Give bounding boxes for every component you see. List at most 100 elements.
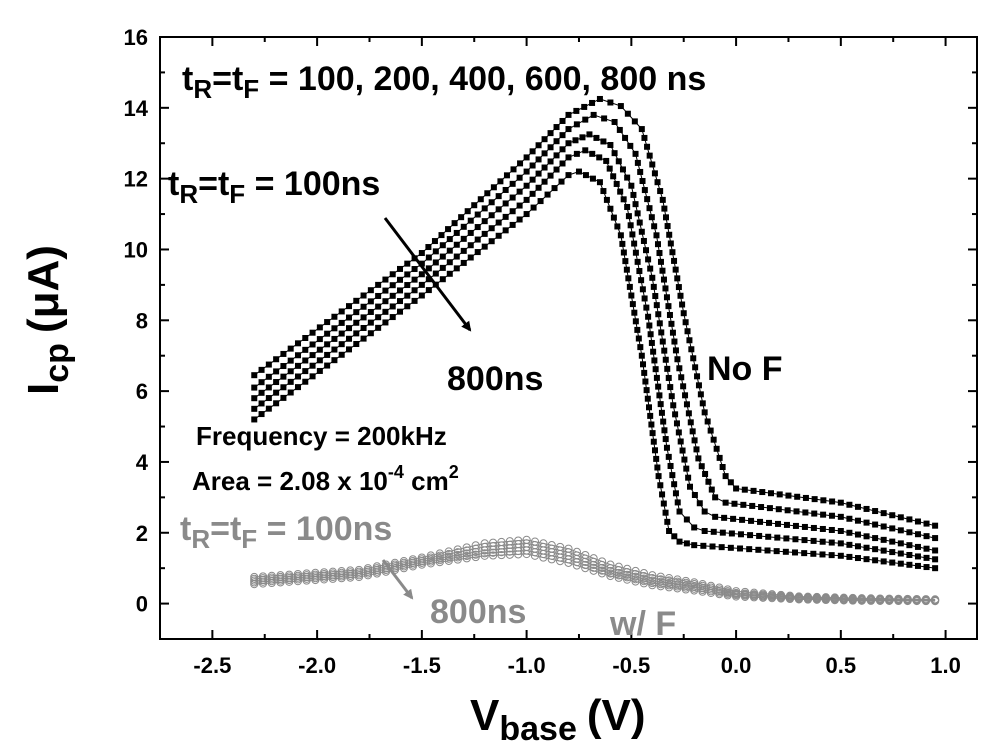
data-point [273, 389, 280, 396]
data-point [287, 378, 294, 385]
data-point [267, 578, 276, 588]
data-point [646, 322, 653, 329]
data-point [265, 384, 272, 391]
data-point [681, 576, 690, 586]
data-point [302, 335, 309, 341]
data-point [481, 243, 488, 250]
data-point [432, 270, 439, 277]
data-point [857, 596, 866, 605]
data-point [418, 281, 425, 288]
data-point [710, 528, 717, 535]
data-point [657, 188, 664, 195]
data-point [480, 551, 489, 560]
data-point [311, 575, 320, 585]
data-point [467, 217, 474, 224]
data-point [698, 463, 705, 470]
data-point [876, 596, 885, 605]
data-point [676, 538, 683, 545]
data-point [658, 329, 665, 336]
data-point [802, 494, 809, 501]
y-axis-ticks: 0 2 4 6 8 10 12 14 16 [124, 25, 977, 617]
data-point [636, 268, 643, 275]
data-point [375, 281, 382, 288]
data-point [589, 563, 598, 572]
data-point [480, 549, 489, 558]
data-point [828, 552, 835, 559]
data-point [632, 318, 639, 325]
data-point [889, 549, 896, 556]
data-point [564, 558, 573, 567]
data-point [766, 505, 773, 512]
data-point [453, 241, 460, 248]
data-point [872, 557, 879, 564]
data-point [258, 411, 265, 418]
data-point [837, 513, 844, 520]
data-point [897, 550, 904, 557]
data-point [728, 530, 735, 537]
data-point [497, 550, 506, 560]
data-point [630, 191, 637, 198]
data-point [285, 577, 294, 586]
data-point [846, 529, 853, 536]
data-point [458, 214, 465, 221]
data-point [309, 341, 316, 348]
data-point [280, 373, 287, 380]
data-point [679, 301, 686, 308]
data-point [651, 223, 658, 230]
data-point [638, 228, 645, 235]
data-point [776, 594, 786, 603]
data-point [678, 374, 685, 381]
data-point [316, 367, 323, 374]
data-point [316, 324, 323, 331]
data-point [837, 499, 844, 506]
data-point [656, 580, 665, 589]
x-tick-label: -1.0 [508, 653, 546, 678]
data-point [353, 297, 360, 304]
data-point [581, 103, 588, 110]
data-point [596, 179, 603, 186]
data-point [615, 158, 622, 165]
data-point [783, 535, 790, 542]
series-line [253, 149, 936, 560]
data-point [783, 521, 790, 528]
data-point [698, 587, 707, 596]
data-point [614, 568, 623, 578]
data-point [695, 382, 702, 389]
data-point [425, 276, 432, 283]
data-point [681, 578, 690, 588]
data-point [363, 571, 373, 580]
data-point [294, 373, 301, 380]
data-point [863, 556, 870, 563]
data-point [471, 547, 480, 557]
data-point [367, 330, 374, 337]
data-point [649, 430, 656, 437]
data-point [345, 314, 352, 321]
data-point [819, 538, 826, 545]
data-point [627, 222, 634, 229]
data-point [880, 558, 887, 565]
data-point [837, 552, 844, 559]
data-point [611, 118, 618, 125]
data-point [273, 356, 280, 363]
data-point [309, 329, 316, 336]
data-point [613, 180, 620, 187]
data-point [932, 556, 939, 563]
data-point [258, 366, 265, 373]
data-point [251, 372, 258, 379]
x-tick-label: -2.0 [298, 653, 336, 678]
data-point [481, 205, 488, 212]
data-point [803, 595, 813, 604]
data-point [346, 573, 355, 582]
data-point [431, 238, 438, 245]
data-point [682, 319, 689, 326]
data-point [382, 298, 389, 305]
data-point [589, 560, 598, 570]
data-point [634, 258, 641, 265]
data-point [658, 409, 665, 416]
data-point [872, 535, 879, 542]
data-point [660, 500, 667, 507]
data-point [667, 462, 674, 469]
data-point [488, 238, 495, 245]
data-point [632, 201, 639, 208]
data-point [664, 223, 671, 230]
